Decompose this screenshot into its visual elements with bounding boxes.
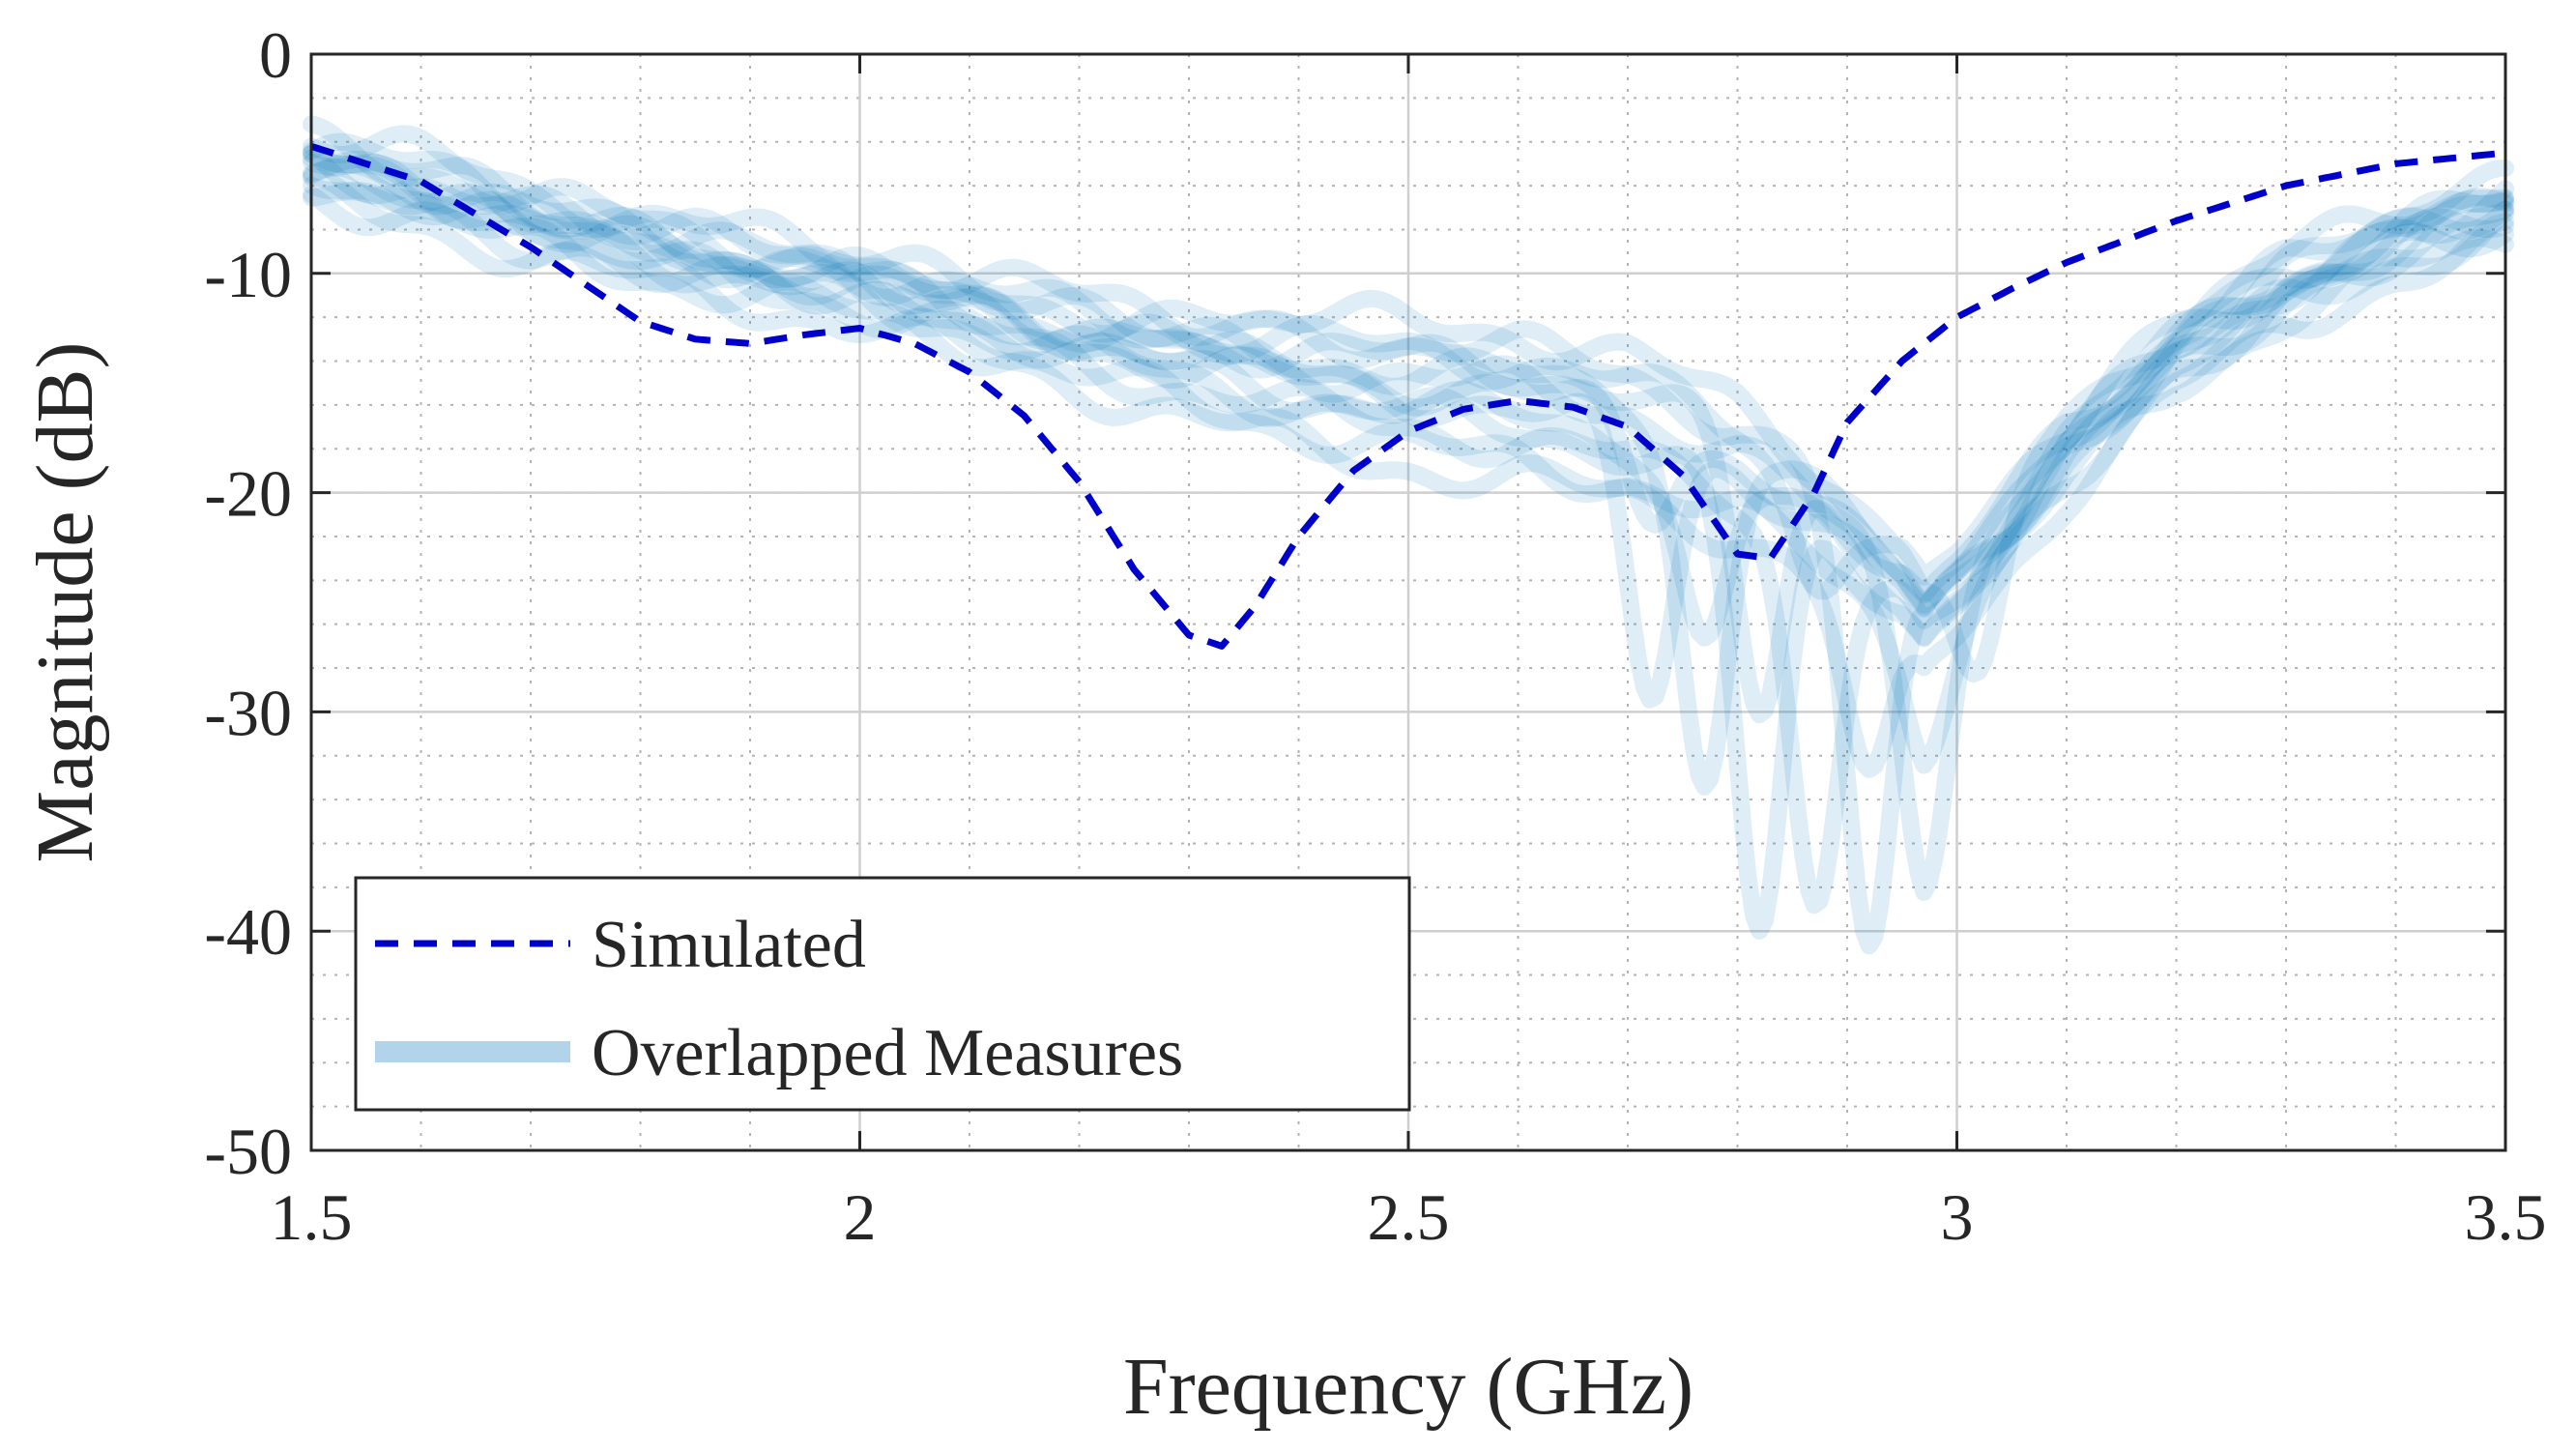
measured-trace <box>303 115 2514 955</box>
y-tick-label: -50 <box>204 1115 292 1188</box>
y-tick-label: -10 <box>204 238 292 311</box>
measured-trace <box>303 159 2514 915</box>
simulated-line <box>309 142 2506 650</box>
measured-trace <box>303 168 2514 778</box>
measured-trace <box>303 186 2514 774</box>
measured-trace <box>303 151 2514 724</box>
measured-trace <box>303 176 2514 647</box>
legend-measured-label: Overlapped Measures <box>592 1016 1183 1090</box>
legend-box <box>354 876 1411 1112</box>
measured-trace <box>303 149 2514 796</box>
measured-trace <box>303 144 2514 901</box>
legend: Simulated Overlapped Measures <box>354 876 1411 1112</box>
x-tick-label: 3.5 <box>2465 1180 2547 1254</box>
axis-tick-labels: 1.5 2 2.5 3 3.5 0 -10 -20 -30 -40 -50 <box>204 18 2546 1254</box>
y-tick-label: -40 <box>204 895 292 969</box>
y-tick-label: -20 <box>204 457 292 531</box>
measured-trace <box>303 132 2514 600</box>
y-tick-label: -30 <box>204 676 292 749</box>
x-axis-title: Frequency (GHz) <box>1123 1342 1693 1432</box>
y-tick-label: 0 <box>259 18 292 92</box>
measured-trace <box>303 125 2514 683</box>
measured-trace <box>303 145 2514 617</box>
x-tick-label: 3 <box>1941 1180 1974 1254</box>
measured-series-group <box>303 115 2514 955</box>
x-tick-label: 2.5 <box>1368 1180 1450 1254</box>
x-tick-label: 2 <box>844 1180 877 1254</box>
y-axis-title: Magnitude (dB) <box>20 342 110 863</box>
x-tick-label: 1.5 <box>271 1180 353 1254</box>
legend-simulated-label: Simulated <box>592 908 866 982</box>
simulated-series-group <box>309 142 2506 650</box>
axis-ticks <box>309 52 2507 1152</box>
measured-trace <box>303 183 2514 940</box>
measured-trace <box>303 154 2514 709</box>
